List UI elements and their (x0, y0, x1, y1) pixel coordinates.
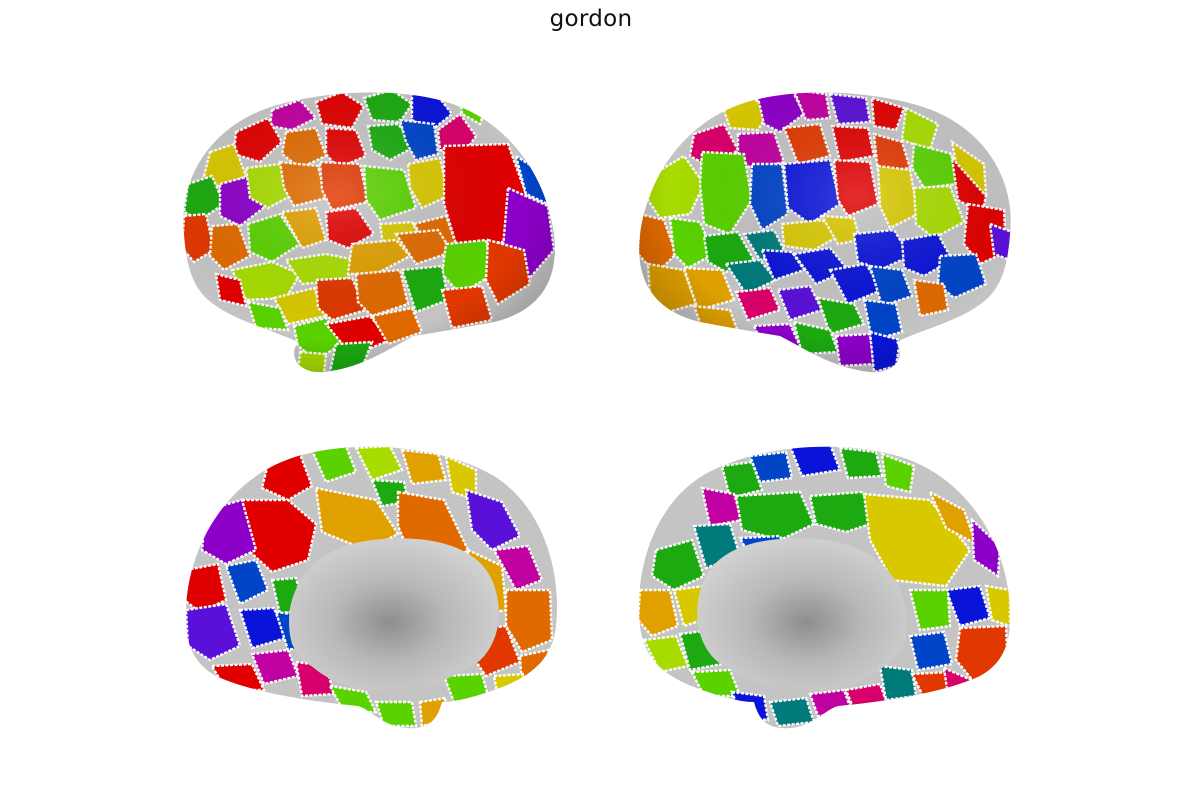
parcel-region (504, 588, 554, 654)
parcel-region (844, 682, 890, 712)
medial-wall (289, 538, 499, 691)
parcel-region (908, 630, 954, 672)
parcel-region (838, 446, 884, 480)
parcel-region (730, 690, 770, 722)
parcel-region (788, 446, 842, 478)
parcel-region (650, 538, 706, 592)
parcel-region (238, 606, 288, 650)
parcel-region (492, 672, 526, 700)
parcel-region (492, 544, 544, 592)
parcel-region (880, 452, 916, 494)
parcel-region (808, 688, 854, 718)
parcel-region (720, 460, 764, 500)
brain-right-lateral (639, 92, 1011, 373)
cortex-surface (639, 92, 1011, 373)
brain-left-lateral (183, 92, 555, 373)
cortex-surface (638, 446, 1011, 729)
parcel-region (374, 700, 418, 728)
parcel-region (250, 648, 300, 686)
parcel-region (400, 448, 448, 486)
parcel-region (768, 696, 816, 728)
parcel-region (638, 588, 680, 638)
figure-title: gordon (549, 6, 633, 32)
cortex-surface (183, 92, 555, 373)
medial-wall (697, 538, 907, 691)
parcel-region (878, 664, 918, 702)
parcel-region (418, 696, 448, 728)
brain-right-medial (638, 446, 1011, 729)
brain-left-medial (185, 446, 558, 729)
cortex-surface (185, 446, 558, 729)
parcel-region (734, 490, 816, 542)
parcel-region (944, 584, 992, 628)
parcel-group (185, 446, 554, 728)
parcel-region (464, 488, 522, 552)
parcel-region (354, 446, 404, 482)
parcel-region (224, 558, 270, 606)
parcel-region (908, 588, 952, 632)
parcel-region (518, 648, 550, 688)
parcel-region (970, 517, 1002, 579)
